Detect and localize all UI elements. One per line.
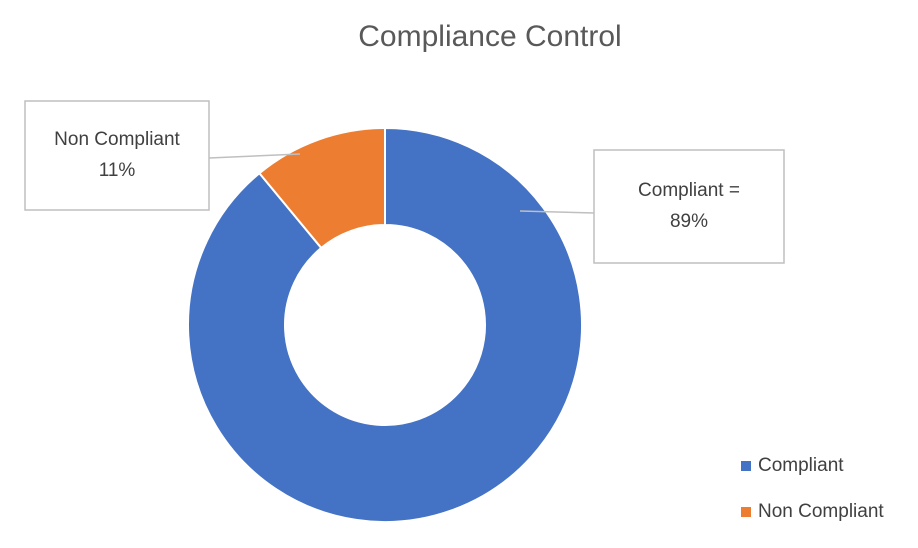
label-box bbox=[24, 100, 210, 211]
donut-slice bbox=[258, 126, 386, 250]
legend-swatch bbox=[741, 507, 751, 517]
legend-label: Non Compliant bbox=[758, 501, 884, 522]
label-box bbox=[593, 149, 785, 264]
leader-line bbox=[519, 210, 595, 214]
data-label: Compliant = bbox=[638, 180, 740, 201]
legend-label: Compliant bbox=[758, 455, 844, 476]
chart-title: Compliance Control bbox=[358, 20, 621, 53]
data-label: Non Compliant bbox=[54, 129, 180, 150]
data-label: 11% bbox=[99, 160, 136, 181]
data-label: 89% bbox=[670, 211, 708, 232]
leader-line bbox=[208, 153, 301, 159]
donut-slice bbox=[187, 126, 583, 523]
legend-swatch bbox=[741, 461, 751, 471]
